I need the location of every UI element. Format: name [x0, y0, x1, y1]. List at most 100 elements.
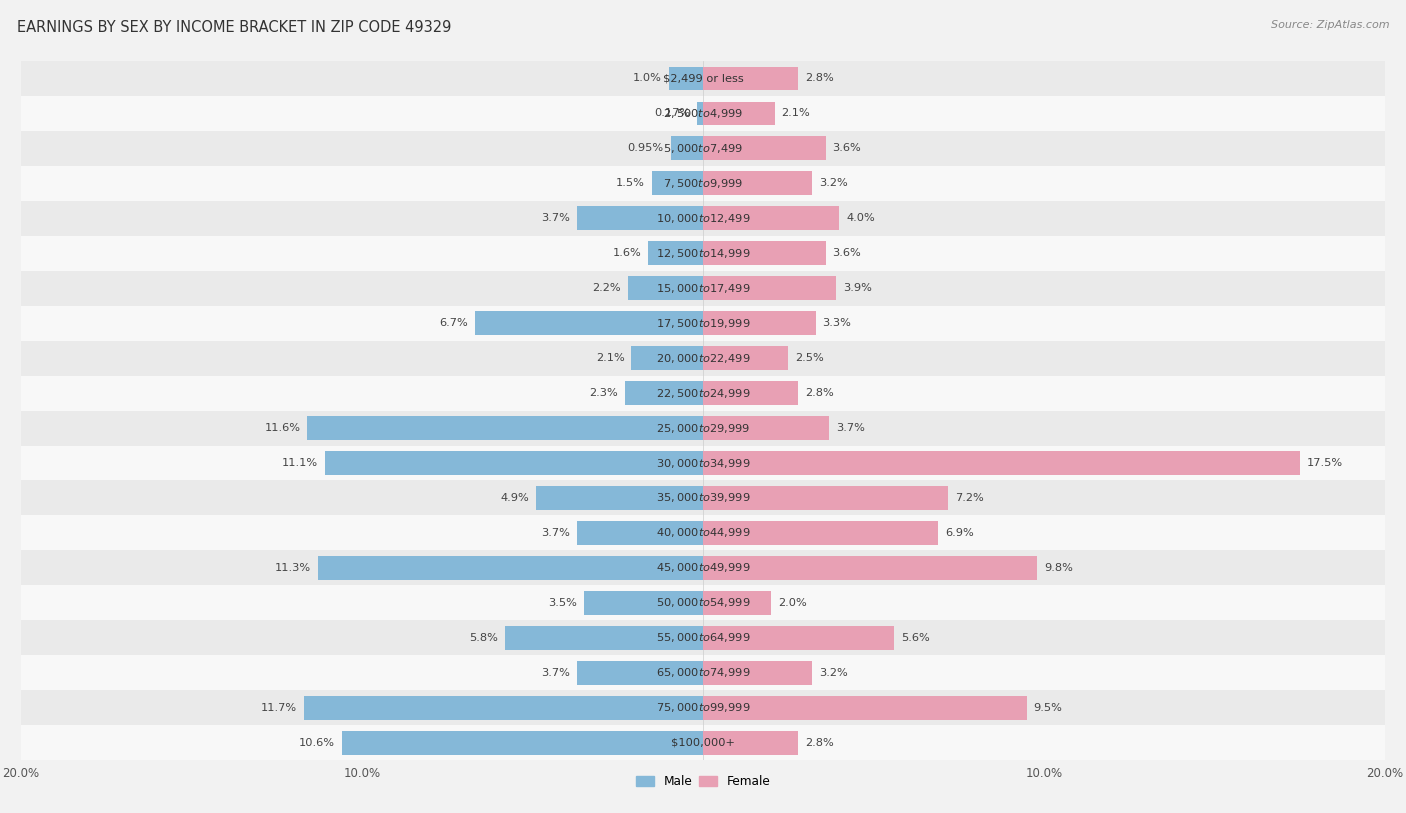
Text: $35,000 to $39,999: $35,000 to $39,999: [655, 492, 751, 504]
Bar: [308, 416, 703, 440]
Bar: [703, 451, 1299, 475]
Text: 2.8%: 2.8%: [806, 73, 834, 84]
Bar: [703, 67, 799, 90]
Bar: [21, 271, 1385, 306]
Text: 3.5%: 3.5%: [548, 598, 576, 608]
Bar: [703, 556, 1038, 580]
Text: $40,000 to $44,999: $40,000 to $44,999: [655, 527, 751, 539]
Bar: [21, 480, 1385, 515]
Bar: [21, 306, 1385, 341]
Text: 2.3%: 2.3%: [589, 388, 617, 398]
Text: 2.2%: 2.2%: [592, 283, 621, 293]
Text: $65,000 to $74,999: $65,000 to $74,999: [655, 667, 751, 679]
Bar: [505, 626, 703, 650]
Bar: [631, 346, 703, 370]
Text: $30,000 to $34,999: $30,000 to $34,999: [655, 457, 751, 469]
Bar: [21, 655, 1385, 690]
Bar: [21, 446, 1385, 480]
Text: 11.3%: 11.3%: [274, 563, 311, 573]
Text: 4.9%: 4.9%: [501, 493, 529, 503]
Text: 7.2%: 7.2%: [955, 493, 984, 503]
Bar: [576, 521, 703, 545]
Text: 2.1%: 2.1%: [596, 353, 624, 363]
Bar: [21, 201, 1385, 236]
Bar: [703, 416, 830, 440]
Text: $5,000 to $7,499: $5,000 to $7,499: [664, 142, 742, 154]
Text: EARNINGS BY SEX BY INCOME BRACKET IN ZIP CODE 49329: EARNINGS BY SEX BY INCOME BRACKET IN ZIP…: [17, 20, 451, 35]
Bar: [342, 731, 703, 754]
Bar: [703, 276, 837, 300]
Bar: [669, 67, 703, 90]
Text: 0.95%: 0.95%: [627, 143, 664, 154]
Text: 9.5%: 9.5%: [1033, 702, 1063, 713]
Bar: [21, 585, 1385, 620]
Bar: [304, 696, 703, 720]
Text: Source: ZipAtlas.com: Source: ZipAtlas.com: [1271, 20, 1389, 30]
Bar: [21, 550, 1385, 585]
Bar: [703, 731, 799, 754]
Bar: [648, 241, 703, 265]
Text: $55,000 to $64,999: $55,000 to $64,999: [655, 632, 751, 644]
Bar: [21, 376, 1385, 411]
Text: 5.6%: 5.6%: [901, 633, 929, 643]
Text: 11.6%: 11.6%: [264, 423, 301, 433]
Bar: [703, 102, 775, 125]
Bar: [671, 137, 703, 160]
Text: 5.8%: 5.8%: [470, 633, 499, 643]
Text: $25,000 to $29,999: $25,000 to $29,999: [655, 422, 751, 434]
Text: 6.9%: 6.9%: [945, 528, 974, 538]
Text: $2,500 to $4,999: $2,500 to $4,999: [664, 107, 742, 120]
Text: 2.8%: 2.8%: [806, 737, 834, 748]
Bar: [21, 725, 1385, 760]
Bar: [703, 486, 949, 510]
Bar: [576, 207, 703, 230]
Text: $12,500 to $14,999: $12,500 to $14,999: [655, 247, 751, 259]
Text: $7,500 to $9,999: $7,500 to $9,999: [664, 177, 742, 189]
Text: 3.6%: 3.6%: [832, 143, 862, 154]
Text: 2.8%: 2.8%: [806, 388, 834, 398]
Text: 3.7%: 3.7%: [541, 213, 569, 224]
Bar: [21, 515, 1385, 550]
Text: 3.3%: 3.3%: [823, 318, 851, 328]
Text: 3.9%: 3.9%: [842, 283, 872, 293]
Bar: [624, 381, 703, 405]
Bar: [21, 690, 1385, 725]
Text: 2.5%: 2.5%: [794, 353, 824, 363]
Bar: [703, 311, 815, 335]
Text: $10,000 to $12,499: $10,000 to $12,499: [655, 212, 751, 224]
Text: $75,000 to $99,999: $75,000 to $99,999: [655, 702, 751, 714]
Text: 17.5%: 17.5%: [1306, 458, 1343, 468]
Bar: [536, 486, 703, 510]
Bar: [697, 102, 703, 125]
Text: 6.7%: 6.7%: [439, 318, 468, 328]
Text: 3.2%: 3.2%: [818, 178, 848, 189]
Bar: [21, 341, 1385, 376]
Text: 11.1%: 11.1%: [281, 458, 318, 468]
Text: 2.0%: 2.0%: [778, 598, 807, 608]
Bar: [703, 346, 789, 370]
Text: 1.5%: 1.5%: [616, 178, 645, 189]
Bar: [703, 521, 938, 545]
Bar: [703, 591, 772, 615]
Bar: [628, 276, 703, 300]
Bar: [21, 236, 1385, 271]
Bar: [703, 207, 839, 230]
Bar: [583, 591, 703, 615]
Text: $100,000+: $100,000+: [671, 737, 735, 748]
Bar: [21, 61, 1385, 96]
Bar: [21, 96, 1385, 131]
Text: $45,000 to $49,999: $45,000 to $49,999: [655, 562, 751, 574]
Bar: [21, 620, 1385, 655]
Bar: [703, 381, 799, 405]
Bar: [703, 661, 813, 685]
Text: 2.1%: 2.1%: [782, 108, 810, 119]
Bar: [703, 137, 825, 160]
Text: $15,000 to $17,499: $15,000 to $17,499: [655, 282, 751, 294]
Text: 0.17%: 0.17%: [654, 108, 690, 119]
Bar: [21, 166, 1385, 201]
Bar: [652, 172, 703, 195]
Bar: [703, 172, 813, 195]
Text: $20,000 to $22,499: $20,000 to $22,499: [655, 352, 751, 364]
Text: $50,000 to $54,999: $50,000 to $54,999: [655, 597, 751, 609]
Bar: [576, 661, 703, 685]
